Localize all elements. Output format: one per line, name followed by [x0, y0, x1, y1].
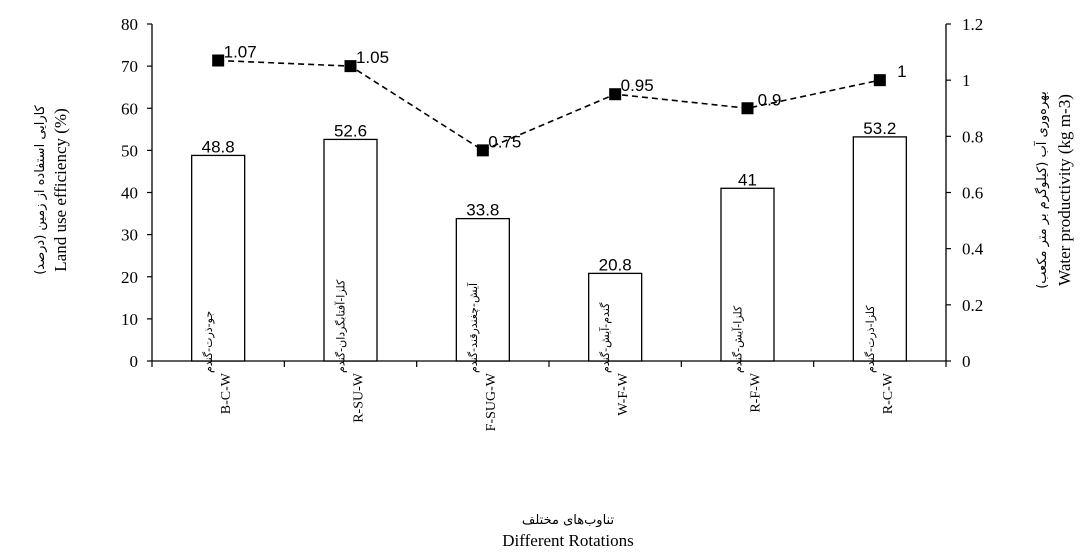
- bar-value-label: 41: [738, 170, 757, 189]
- line-value-label: 0.95: [621, 76, 654, 95]
- y-axis-title: Land use efficiency (%): [51, 108, 70, 271]
- y2-tick-label: 1.2: [962, 15, 983, 34]
- y-tick-label: 50: [121, 141, 138, 160]
- y-tick-label: 20: [121, 268, 138, 287]
- line-point-marker: [873, 74, 886, 87]
- line-value-label: 1: [897, 62, 906, 81]
- bar-value-label: 20.8: [599, 255, 632, 274]
- bar-value-label: 33.8: [466, 201, 499, 220]
- y-tick-label: 60: [121, 99, 138, 118]
- bar: [588, 272, 643, 362]
- line-point-marker: [476, 144, 489, 157]
- bar-value-label: 52.6: [334, 121, 367, 140]
- x-category-label: F-SUG-W: [484, 372, 499, 431]
- y-tick-label: 80: [121, 15, 138, 34]
- line-value-label: 1.05: [356, 48, 389, 67]
- y-tick-label: 0: [130, 352, 139, 371]
- line-point-marker: [212, 54, 225, 67]
- y-axis-title-fa: کارایی استفاده از زمین (درصد): [33, 104, 48, 274]
- bar-value-label: 48.8: [202, 137, 235, 156]
- bar: [852, 136, 907, 362]
- y2-tick-label: 0.4: [962, 240, 984, 259]
- bar: [720, 187, 775, 362]
- x-category-label-fa: کلزا-آفتابگردان-گندم: [334, 279, 348, 373]
- x-category-label: R-F-W: [749, 372, 764, 412]
- y-tick-label: 70: [121, 57, 138, 76]
- x-axis-title: Different Rotations: [502, 531, 633, 550]
- line-point-marker: [609, 88, 622, 101]
- x-category-label-fa: کلزا-آیش-گندم: [731, 305, 745, 373]
- x-category-label: B-C-W: [219, 372, 234, 414]
- line-value-label: 0.75: [488, 132, 521, 151]
- bar: [455, 217, 510, 362]
- x-category-label: W-F-W: [616, 372, 631, 416]
- bar: [191, 154, 246, 362]
- y2-axis-title-fa: بهره‌وری آب (کیلوگرم بر متر مکعب): [1033, 91, 1050, 289]
- bar: [323, 138, 378, 362]
- y2-tick-label: 0.8: [962, 127, 983, 146]
- x-category-label-fa: گندم-آیش-گندم: [598, 302, 612, 373]
- line-point-marker: [741, 102, 754, 115]
- x-category-label-fa: آیش-چغندرقند-گندم: [466, 282, 480, 373]
- y2-tick-label: 1: [962, 71, 971, 90]
- y2-tick-label: 0.6: [962, 184, 983, 203]
- y2-axis-title: Water productivity (kg m-3): [1055, 94, 1074, 286]
- y2-tick-label: 0.2: [962, 296, 983, 315]
- bar-value-label: 53.2: [863, 119, 896, 138]
- series-line: [218, 59, 880, 152]
- plot-area: 0 10 20 30 40 50 60 70 80 0 0.2 0.4 0.6 0.8 1 1.2 48.8 52…: [121, 15, 984, 431]
- line-point-marker: [344, 60, 357, 73]
- line-value-label: 1.07: [224, 43, 257, 62]
- y2-tick-label: 0: [962, 352, 971, 371]
- line-value-label: 0.9: [758, 90, 782, 109]
- y-tick-label: 10: [121, 310, 138, 329]
- x-category-label: R-SU-W: [352, 372, 367, 423]
- x-category-label-fa: کلزا-ذرت-گندم: [864, 305, 877, 373]
- y-tick-label: 40: [121, 184, 138, 203]
- x-category-label: R-C-W: [881, 372, 896, 414]
- x-category-label-fa: جو-ذرت-گندم: [202, 311, 215, 373]
- x-axis-title-fa: تناوب‌های مختلف: [522, 513, 615, 528]
- y-tick-label: 30: [121, 226, 138, 245]
